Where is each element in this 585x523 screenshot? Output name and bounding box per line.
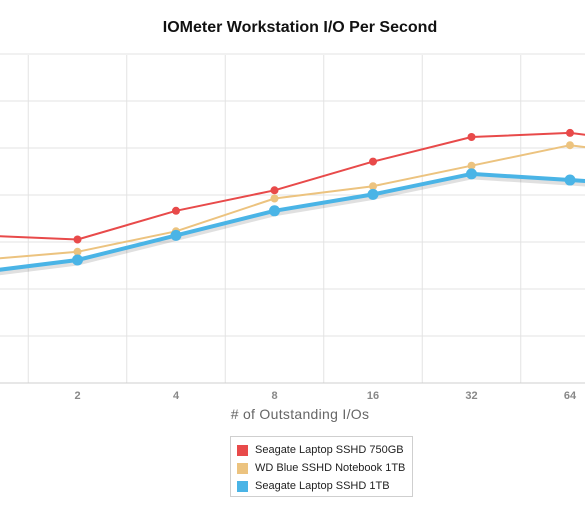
x-axis-title: # of Outstanding I/Os <box>230 406 370 422</box>
data-point[interactable] <box>566 141 574 150</box>
series-line <box>0 131 585 241</box>
data-point[interactable] <box>566 128 574 137</box>
data-point[interactable] <box>73 247 82 256</box>
data-point[interactable] <box>467 133 476 141</box>
data-point[interactable] <box>564 174 576 186</box>
legend-item[interactable]: Seagate Laptop SSHD 750GB <box>237 441 412 459</box>
x-tick-label: 8 <box>271 390 277 400</box>
legend-swatch <box>237 480 248 492</box>
data-point[interactable] <box>270 186 279 195</box>
series-line-shadow <box>0 174 585 276</box>
data-point[interactable] <box>269 205 280 217</box>
series-layer <box>0 128 585 276</box>
data-point[interactable] <box>170 229 182 241</box>
legend-label: Seagate Laptop SSHD 1TB <box>255 480 390 492</box>
chart-title: IOMeter Workstation I/O Per Second <box>162 19 438 36</box>
legend-label: WD Blue SSHD Notebook 1TB <box>255 462 406 474</box>
legend: Seagate Laptop SSHD 750GB WD Blue SSHD No… <box>230 436 413 497</box>
data-point[interactable] <box>466 168 477 180</box>
data-point[interactable] <box>369 157 377 166</box>
data-point[interactable] <box>369 182 377 191</box>
data-point[interactable] <box>270 194 279 203</box>
series-line <box>0 144 585 260</box>
data-point[interactable] <box>467 161 476 170</box>
legend-item[interactable]: WD Blue SSHD Notebook 1TB <box>237 459 412 477</box>
x-tick-label: 64 <box>564 390 577 400</box>
x-tick-labels: 2 4 8 16 32 64 <box>74 390 577 400</box>
x-tick-label: 2 <box>74 390 80 400</box>
line-chart: 2 4 8 16 32 64 <box>0 53 585 400</box>
x-tick-label: 32 <box>465 390 477 400</box>
legend-swatch <box>237 462 248 474</box>
data-point[interactable] <box>367 188 379 200</box>
x-tick-label: 4 <box>173 390 180 400</box>
data-point[interactable] <box>172 206 180 215</box>
x-tick-label: 16 <box>367 390 379 400</box>
legend-swatch <box>237 444 248 456</box>
data-point[interactable] <box>72 254 83 266</box>
legend-item[interactable]: Seagate Laptop SSHD 1TB <box>237 477 412 495</box>
data-point[interactable] <box>73 235 82 244</box>
legend-label: Seagate Laptop SSHD 750GB <box>255 444 404 456</box>
series-line <box>0 171 585 272</box>
grid-lines <box>0 53 585 384</box>
